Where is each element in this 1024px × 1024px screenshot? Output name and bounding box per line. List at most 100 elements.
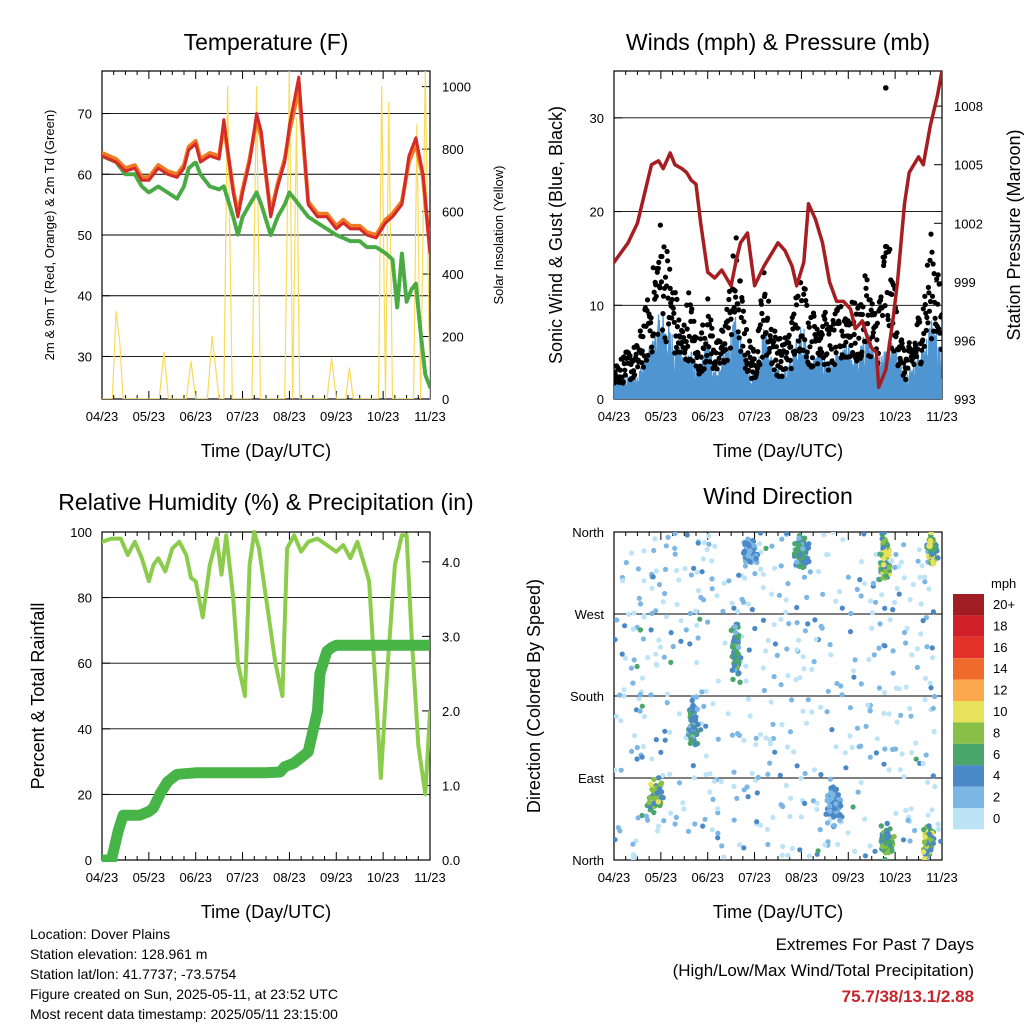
direction-point xyxy=(930,773,936,779)
direction-point xyxy=(800,708,806,714)
direction-point xyxy=(731,662,738,669)
gust-point xyxy=(831,327,837,333)
direction-point xyxy=(861,532,867,537)
direction-point xyxy=(634,756,640,762)
direction-point xyxy=(825,552,831,558)
direction-point xyxy=(687,610,693,617)
direction-point xyxy=(912,827,918,834)
direction-point xyxy=(618,767,624,773)
gust-point xyxy=(799,298,805,304)
direction-point xyxy=(825,798,832,805)
gust-point xyxy=(828,346,835,352)
y2-tick-label: 800 xyxy=(442,142,464,157)
gust-point xyxy=(614,380,618,386)
direction-point xyxy=(818,704,824,710)
direction-point xyxy=(695,588,702,594)
direction-point xyxy=(689,697,695,704)
direction-point xyxy=(763,735,769,741)
extremes-title: Extremes For Past 7 Days xyxy=(775,935,974,954)
direction-point xyxy=(783,782,790,789)
direction-point xyxy=(828,652,834,658)
gust-point xyxy=(728,332,735,338)
gust-point xyxy=(905,365,911,371)
gust-point xyxy=(852,300,858,306)
direction-point xyxy=(652,536,658,542)
x-tick-label: 11/23 xyxy=(926,409,958,424)
direction-point xyxy=(845,574,852,580)
direction-point xyxy=(641,713,648,720)
direction-point xyxy=(907,706,913,712)
station-info: Location: Dover Plains Station elevation… xyxy=(30,924,338,1024)
x-tick-label: 06/23 xyxy=(691,870,724,885)
direction-point xyxy=(731,605,737,611)
gust-point xyxy=(757,362,763,368)
recent-timestamp: Most recent data timestamp: 2025/05/11 2… xyxy=(30,1006,338,1022)
gust-point xyxy=(926,308,933,314)
direction-point xyxy=(882,605,888,611)
direction-point xyxy=(690,763,696,769)
direction-point xyxy=(794,763,800,769)
direction-point xyxy=(630,680,636,686)
direction-point xyxy=(884,849,891,855)
gust-point xyxy=(705,296,711,302)
direction-point xyxy=(927,541,933,547)
legend-label: 2 xyxy=(993,790,1000,805)
direction-point xyxy=(822,842,828,848)
direction-point xyxy=(882,690,888,696)
gust-point xyxy=(804,302,810,308)
direction-point xyxy=(636,696,642,702)
y-tick-label: 30 xyxy=(590,111,604,126)
gust-point xyxy=(771,367,777,373)
direction-point xyxy=(850,804,856,810)
gust-point xyxy=(802,286,808,292)
gust-point xyxy=(833,350,839,356)
direction-point xyxy=(709,586,715,592)
direction-point xyxy=(921,826,927,833)
direction-point xyxy=(651,547,657,554)
direction-point xyxy=(835,841,841,848)
direction-point xyxy=(668,659,674,666)
y-tick-label: 80 xyxy=(78,591,92,606)
direction-point xyxy=(678,618,684,624)
gust-point xyxy=(745,350,751,356)
direction-point xyxy=(929,551,935,557)
x-tick-label: 09/23 xyxy=(832,870,865,885)
direction-point xyxy=(873,750,880,756)
x-tick-label: 07/23 xyxy=(226,409,259,424)
direction-point xyxy=(778,563,784,569)
direction-point xyxy=(742,563,749,569)
direction-point xyxy=(670,643,676,650)
direction-point xyxy=(884,820,890,827)
direction-point xyxy=(729,644,736,650)
gust-point xyxy=(724,357,731,363)
direction-point xyxy=(827,776,834,782)
direction-point xyxy=(804,594,810,601)
gust-point xyxy=(938,346,942,352)
direction-point xyxy=(825,688,831,694)
direction-point xyxy=(909,652,915,658)
direction-point xyxy=(932,693,938,700)
direction-point xyxy=(694,569,700,575)
direction-point xyxy=(743,678,749,684)
direction-point xyxy=(694,706,700,712)
direction-point xyxy=(745,553,751,559)
direction-point xyxy=(639,703,645,709)
y2-tick-label: 400 xyxy=(442,267,464,282)
direction-point xyxy=(928,532,934,536)
direction-point xyxy=(678,638,684,644)
direction-point xyxy=(891,833,897,840)
gust-point xyxy=(716,355,722,361)
direction-point xyxy=(655,775,662,781)
gust-point xyxy=(639,360,645,366)
direction-point xyxy=(617,692,623,698)
gust-point xyxy=(686,333,692,339)
gust-point xyxy=(745,367,752,373)
direction-point xyxy=(785,673,791,679)
y-tick-label: 40 xyxy=(78,289,92,304)
y-tick-label: 50 xyxy=(78,228,92,243)
rain-line xyxy=(102,639,430,862)
direction-point xyxy=(707,789,713,795)
direction-point xyxy=(735,609,741,615)
direction-points xyxy=(614,532,942,860)
direction-point xyxy=(845,830,851,836)
